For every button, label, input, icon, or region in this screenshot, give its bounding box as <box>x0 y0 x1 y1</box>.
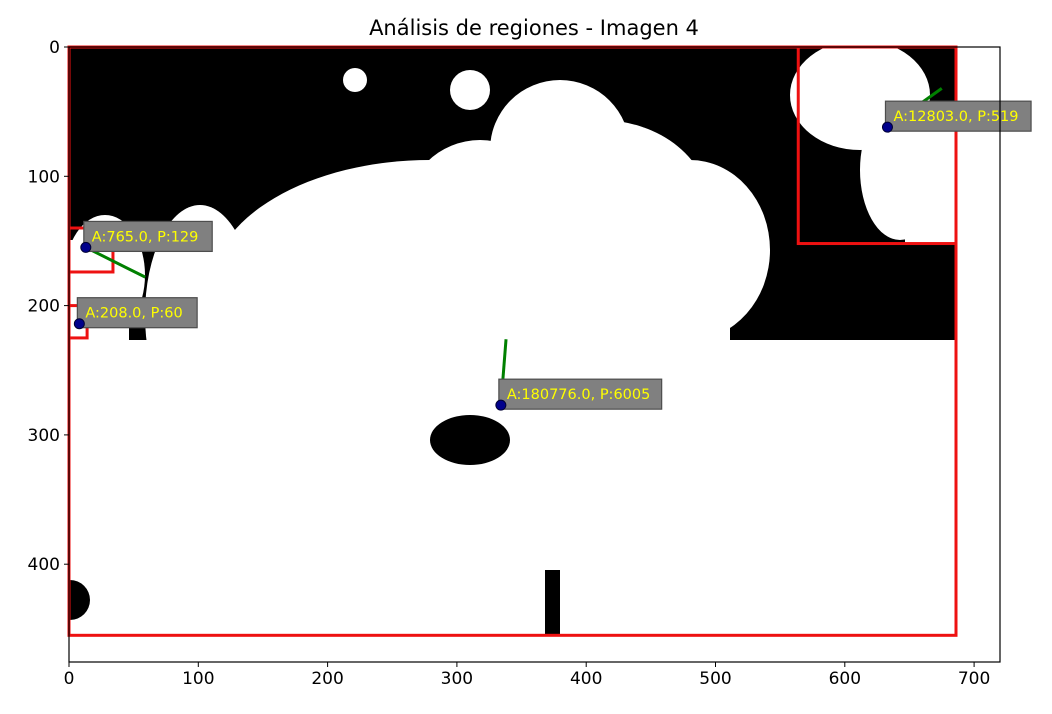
x-tick-label: 700 <box>958 669 990 689</box>
x-axis: 0 100 200 300 400 500 600 700 <box>64 662 990 689</box>
segmented-image <box>69 47 980 635</box>
region-label: A:765.0, P:129 <box>92 229 199 245</box>
region-centroid-point <box>73 318 85 330</box>
y-axis: 0 100 200 300 400 <box>28 38 69 575</box>
y-tick-label: 0 <box>49 38 60 58</box>
y-tick-label: 100 <box>28 167 60 187</box>
region-centroid-point <box>80 241 92 253</box>
x-tick-label: 0 <box>64 669 75 689</box>
x-tick-label: 500 <box>699 669 731 689</box>
region-orientation-line <box>85 246 146 279</box>
region-label: A:12803.0, P:519 <box>893 109 1018 125</box>
x-tick-label: 600 <box>829 669 861 689</box>
region-label: A:208.0, P:60 <box>85 306 182 322</box>
axes-frame <box>68 46 1001 663</box>
region-label-box <box>498 378 663 410</box>
region-label-box <box>83 220 213 253</box>
image-black-regions <box>69 415 560 634</box>
region-label: A:180776.0, P:6005 <box>507 387 651 403</box>
x-tick-label: 100 <box>182 669 214 689</box>
region-centroid-point <box>495 399 507 411</box>
y-tick-label: 400 <box>28 555 60 575</box>
y-tick-label: 300 <box>28 426 60 446</box>
x-tick-label: 300 <box>441 669 473 689</box>
region-label-box <box>884 100 1032 132</box>
x-tick-label: 200 <box>311 669 343 689</box>
plot-area: A:180776.0, P:6005 A:12803.0, P:519 A:765.… <box>67 45 1032 663</box>
region-label-box <box>76 297 198 329</box>
region-centroid-point <box>881 121 893 133</box>
x-tick-label: 400 <box>570 669 602 689</box>
chart-title: Análisis de regiones - Imagen 4 <box>369 16 699 40</box>
y-tick-label: 200 <box>28 297 60 317</box>
